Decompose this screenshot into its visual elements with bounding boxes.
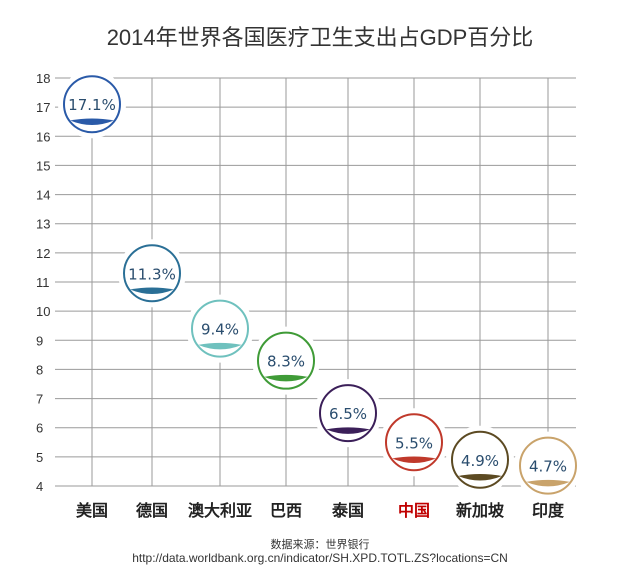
chart-title: 2014年世界各国医疗卫生支出占GDP百分比 bbox=[106, 25, 534, 50]
y-tick-label: 13 bbox=[36, 217, 50, 232]
bubble-ring bbox=[191, 299, 249, 358]
x-axis-labels: 美国 德国 澳大利亚 巴西 泰国 中国 新加坡 印度 bbox=[76, 501, 565, 520]
data-label: 4.9% bbox=[461, 452, 499, 470]
y-tick-label: 17 bbox=[36, 100, 50, 115]
x-tick-label: 美国 bbox=[76, 501, 108, 520]
data-label: 11.3% bbox=[128, 265, 176, 283]
bubble-wave bbox=[70, 118, 114, 125]
data-label: 9.4% bbox=[201, 321, 239, 339]
x-tick-label: 德国 bbox=[136, 501, 168, 520]
bubble-wave bbox=[130, 287, 174, 294]
bubble-wave bbox=[264, 374, 308, 382]
bubble-1: 11.3% bbox=[118, 239, 186, 308]
bubble-wave bbox=[526, 479, 570, 487]
source-url: http://data.worldbank.org.cn/indicator/S… bbox=[132, 551, 508, 565]
x-tick-label: 澳大利亚 bbox=[188, 501, 252, 520]
y-tick-label: 7 bbox=[36, 392, 43, 407]
y-tick-label: 9 bbox=[36, 333, 43, 348]
y-tick-label: 10 bbox=[36, 304, 50, 319]
x-tick-label: 印度 bbox=[532, 501, 565, 520]
bubble-ring bbox=[451, 430, 509, 489]
bubble-4: 6.5% bbox=[314, 379, 382, 448]
bubble-6: 4.9% bbox=[446, 425, 514, 494]
bubble-wave bbox=[326, 427, 370, 434]
bubble-ring bbox=[519, 436, 577, 495]
y-tick-label: 18 bbox=[36, 71, 50, 86]
y-tick-label: 15 bbox=[36, 158, 50, 173]
bubble-7: 4.7% bbox=[514, 431, 582, 500]
bubbles: 17.1% 11.3% 9.4% 8.3% 6.5% 5.5% 4.9% 4.7% bbox=[58, 70, 582, 500]
y-axis-ticks: 4 5 6 7 8 9 10 11 12 13 14 15 16 17 18 bbox=[36, 71, 50, 494]
data-label: 5.5% bbox=[395, 434, 433, 452]
bubble-wave bbox=[392, 456, 436, 464]
y-tick-label: 12 bbox=[36, 246, 50, 261]
bubble-wave bbox=[198, 342, 242, 350]
bubble-wave bbox=[458, 474, 502, 481]
y-tick-label: 8 bbox=[36, 362, 43, 377]
y-tick-label: 6 bbox=[36, 421, 43, 436]
x-tick-label: 新加坡 bbox=[456, 501, 505, 520]
y-tick-label: 4 bbox=[36, 479, 43, 494]
data-label: 4.7% bbox=[529, 458, 567, 476]
bubble-2: 9.4% bbox=[186, 294, 254, 363]
data-label: 8.3% bbox=[267, 353, 305, 371]
bubble-ring bbox=[63, 75, 121, 134]
x-tick-label: 巴西 bbox=[270, 501, 302, 520]
y-tick-label: 5 bbox=[36, 450, 43, 465]
source-label: 数据来源：世界银行 bbox=[270, 539, 370, 551]
x-tick-label: 中国 bbox=[398, 501, 430, 520]
bubble-ring bbox=[257, 331, 315, 390]
bubble-3: 8.3% bbox=[252, 326, 320, 395]
data-label: 17.1% bbox=[68, 96, 116, 114]
y-tick-label: 14 bbox=[36, 188, 50, 203]
x-tick-label: 泰国 bbox=[331, 501, 364, 520]
y-tick-label: 16 bbox=[36, 129, 50, 144]
y-tick-label: 11 bbox=[36, 275, 50, 290]
bubble-0: 17.1% bbox=[58, 70, 126, 139]
bubble-ring bbox=[319, 384, 377, 443]
bubble-ring bbox=[385, 413, 443, 472]
data-label: 6.5% bbox=[329, 405, 367, 423]
bubble-ring bbox=[123, 244, 181, 303]
bubble-5: 5.5% bbox=[380, 408, 448, 477]
